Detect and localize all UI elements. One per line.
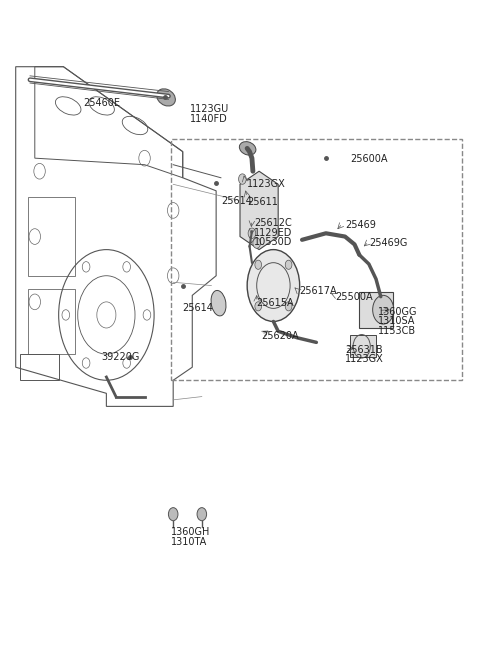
Circle shape <box>255 260 262 270</box>
Text: 1123GU: 1123GU <box>190 104 229 114</box>
Text: 25631B: 25631B <box>345 344 383 354</box>
Text: 1153CB: 1153CB <box>378 326 417 337</box>
Text: 25611: 25611 <box>247 197 278 207</box>
Text: 25620A: 25620A <box>262 331 299 341</box>
Circle shape <box>253 238 261 249</box>
Text: 1360GH: 1360GH <box>171 527 210 537</box>
Circle shape <box>255 302 262 311</box>
Circle shape <box>247 250 300 321</box>
Ellipse shape <box>240 142 256 155</box>
Text: 25500A: 25500A <box>336 292 373 302</box>
Bar <box>171 138 462 380</box>
Text: 25614: 25614 <box>221 195 252 205</box>
Text: 25615A: 25615A <box>257 298 294 308</box>
Circle shape <box>248 228 256 239</box>
Text: 25600A: 25600A <box>350 154 387 165</box>
Text: 1129ED: 1129ED <box>254 228 293 237</box>
Text: 25617A: 25617A <box>300 287 337 297</box>
Circle shape <box>239 174 246 184</box>
Text: 39220G: 39220G <box>102 352 140 362</box>
Text: 25460E: 25460E <box>83 98 120 108</box>
Bar <box>28 289 75 354</box>
Text: 1310SA: 1310SA <box>378 316 416 327</box>
Circle shape <box>197 508 206 521</box>
Text: 1123GX: 1123GX <box>247 179 286 190</box>
Text: 25612C: 25612C <box>254 218 292 228</box>
Text: 25614: 25614 <box>183 304 214 314</box>
Ellipse shape <box>156 89 175 106</box>
Text: 1310TA: 1310TA <box>171 537 207 547</box>
Circle shape <box>285 302 292 311</box>
Text: 1123GX: 1123GX <box>345 354 384 364</box>
Bar <box>360 292 393 328</box>
Text: 25469G: 25469G <box>369 238 407 248</box>
Text: 25469: 25469 <box>345 220 376 230</box>
Circle shape <box>372 295 394 324</box>
Circle shape <box>285 260 292 270</box>
Circle shape <box>168 508 178 521</box>
Bar <box>350 335 376 358</box>
Text: 1360GG: 1360GG <box>378 306 418 317</box>
Polygon shape <box>240 171 278 250</box>
Text: 1140FD: 1140FD <box>190 114 228 124</box>
Ellipse shape <box>211 291 226 316</box>
Bar <box>28 197 75 276</box>
Text: 10530D: 10530D <box>254 237 293 247</box>
